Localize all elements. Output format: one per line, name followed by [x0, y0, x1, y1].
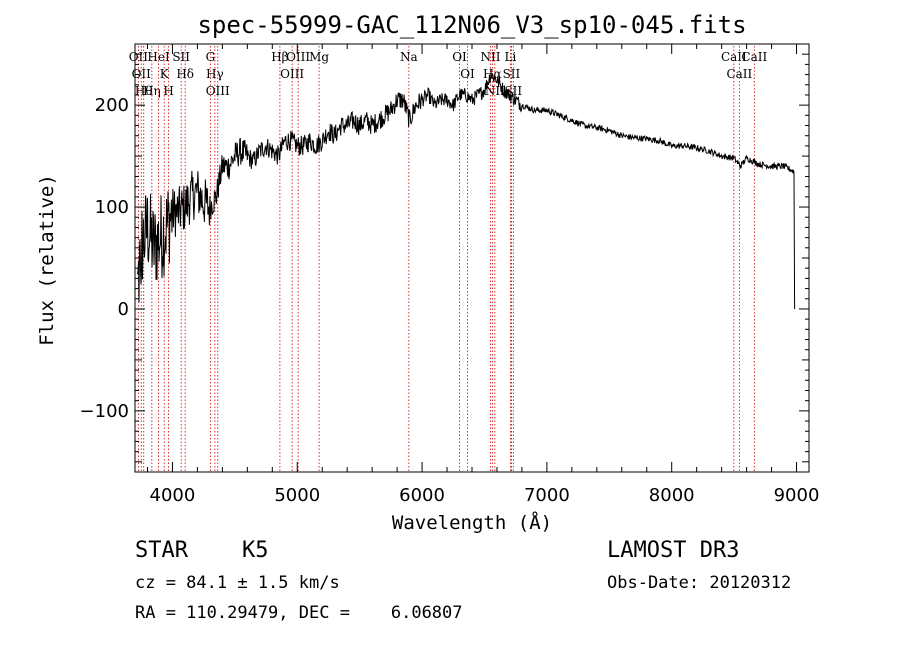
x-axis: 4000 5000 6000 7000 8000 9000	[146, 44, 820, 506]
line-marker-label: HeI	[147, 50, 170, 64]
line-marker-label: OI	[452, 50, 467, 64]
y-axis: −100 0 100 200	[80, 53, 809, 463]
line-marker-label: SII	[172, 50, 190, 64]
ra-dec: RA = 110.29479, DEC = 6.06807	[135, 603, 463, 623]
line-marker-label: CaII	[741, 50, 767, 64]
line-marker-label: NII	[485, 84, 505, 98]
line-marker-label: Hη	[143, 84, 161, 98]
x-tick-label: 9000	[774, 485, 820, 506]
line-marker-label: OIII	[286, 50, 310, 64]
line-marker-label: OII	[129, 50, 149, 64]
line-marker-label: Hδ	[176, 67, 194, 81]
x-axis-label: Wavelength (Å)	[392, 511, 552, 534]
y-tick-label: −100	[80, 401, 129, 422]
x-tick-label: 7000	[524, 485, 570, 506]
line-marker-label: K	[160, 67, 170, 81]
line-marker-label: OIII	[280, 67, 304, 81]
line-marker-label: OIII	[206, 84, 230, 98]
y-axis-label: Flux (relative)	[36, 174, 58, 346]
line-marker-label: OII	[132, 67, 152, 81]
line-marker-label: SII	[503, 67, 521, 81]
x-tick-label: 6000	[399, 485, 445, 506]
y-tick-label: 100	[95, 197, 129, 218]
line-marker-label: H	[163, 84, 173, 98]
line-marker-label: OI	[460, 67, 475, 81]
line-marker-label: CaII	[726, 67, 752, 81]
plot-frame	[134, 43, 810, 473]
line-marker-label: G	[206, 50, 216, 64]
x-tick-label: 4000	[150, 485, 196, 506]
line-marker-label: Mg	[309, 50, 329, 64]
y-tick-label: 0	[118, 299, 129, 320]
object-subclass: K5	[242, 538, 269, 563]
spectrum-line	[137, 73, 796, 310]
line-marker-label: CaII	[721, 50, 747, 64]
line-marker-label: Hθ	[135, 84, 153, 98]
object-class: STAR	[135, 538, 188, 563]
x-tick-label: 5000	[274, 485, 320, 506]
obs-date: Obs-Date: 20120312	[607, 573, 792, 593]
line-marker-label: NII	[480, 50, 500, 64]
y-tick-label: 200	[95, 95, 129, 116]
line-marker-label: Hβ	[271, 50, 288, 64]
x-tick-label: 8000	[649, 485, 695, 506]
line-marker-label: Na	[400, 50, 418, 64]
spectrum-series	[137, 73, 796, 310]
chart-title: spec-55999-GAC_112N06_V3_sp10-045.fits	[197, 11, 746, 39]
redshift-cz: cz = 84.1 ± 1.5 km/s	[135, 573, 340, 593]
survey-name: LAMOST DR3	[607, 538, 740, 563]
line-marker-label: Li	[505, 50, 517, 64]
line-marker-label: Hγ	[206, 67, 224, 81]
